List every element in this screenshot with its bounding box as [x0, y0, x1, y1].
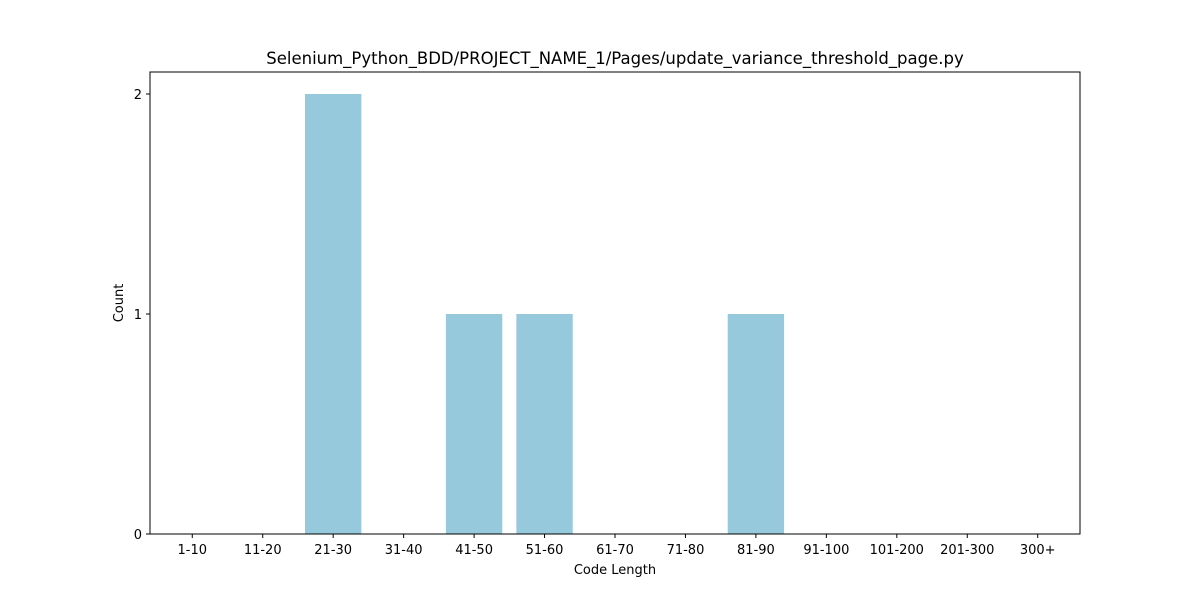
x-tick-label: 300+: [1020, 543, 1056, 558]
x-tick-label: 71-80: [667, 543, 705, 558]
chart-title: Selenium_Python_BDD/PROJECT_NAME_1/Pages…: [266, 49, 964, 69]
y-axis-ticks: 0 1 2: [134, 88, 150, 543]
bars-group: [305, 94, 785, 534]
x-tick-label: 11-20: [244, 543, 282, 558]
x-tick-label: 21-30: [314, 543, 352, 558]
bar-81-90: [727, 314, 785, 534]
x-tick-label: 81-90: [737, 543, 775, 558]
x-tick-label: 201-300: [940, 543, 994, 558]
bar-41-50: [445, 314, 503, 534]
x-axis-ticks: 1-10 11-20 21-30 31-40 41-50 51-60 61-70 71-80 8…: [178, 534, 1056, 558]
plot-frame: [149, 71, 1081, 535]
bar-21-30: [305, 94, 362, 534]
y-tick-label: 0: [134, 528, 142, 543]
bar-51-60: [516, 314, 573, 534]
y-tick-label: 1: [134, 308, 142, 323]
x-axis-label: Code Length: [574, 563, 656, 578]
y-tick-label: 2: [134, 88, 142, 103]
x-tick-label: 51-60: [526, 543, 564, 558]
x-tick-label: 91-100: [803, 543, 849, 558]
axes-group: [149, 71, 1081, 535]
x-tick-label: 61-70: [596, 543, 634, 558]
x-tick-label: 1-10: [178, 543, 208, 558]
x-tick-label: 31-40: [385, 543, 423, 558]
x-tick-label: 41-50: [455, 543, 493, 558]
x-tick-label: 101-200: [870, 543, 924, 558]
y-axis-label: Count: [112, 284, 127, 323]
